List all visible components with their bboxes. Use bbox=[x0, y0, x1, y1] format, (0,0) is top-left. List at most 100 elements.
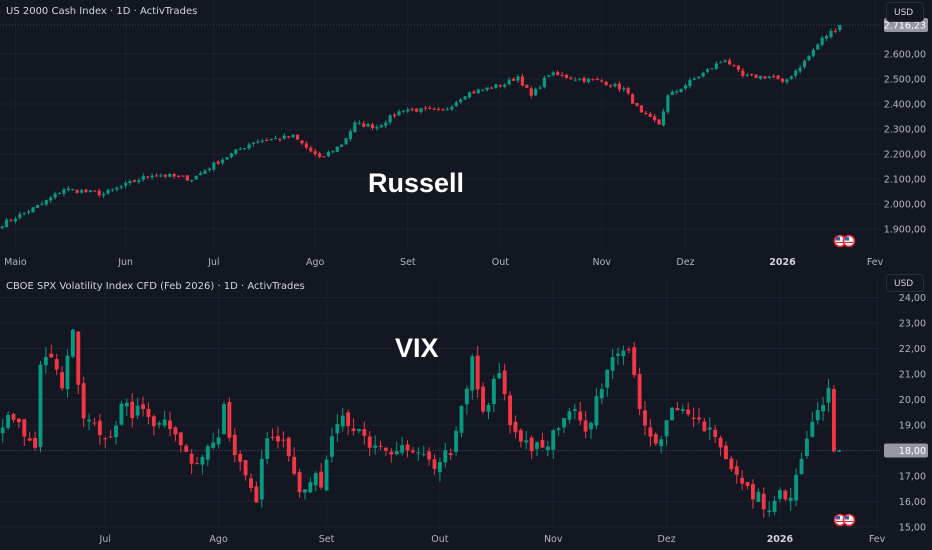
russell-candle-body bbox=[829, 30, 833, 38]
vix-candle-body bbox=[265, 438, 270, 459]
vix-candle-body bbox=[54, 359, 59, 370]
russell-candle-body bbox=[326, 152, 331, 157]
vix-candle-body bbox=[373, 445, 378, 448]
vix-candle-body bbox=[367, 436, 372, 448]
vix-candle-body bbox=[27, 438, 32, 441]
russell-candle-body bbox=[520, 76, 524, 86]
russell-y-tick-label: 1.900,00 bbox=[884, 225, 926, 236]
vix-candle-body bbox=[475, 355, 480, 390]
vix-candle-body bbox=[383, 447, 388, 451]
russell-candle-body bbox=[256, 141, 260, 143]
russell-candle-body bbox=[366, 123, 370, 127]
vix-candle-body bbox=[238, 453, 243, 462]
russell-candle-body bbox=[362, 123, 366, 127]
vix-currency-button[interactable]: USD bbox=[886, 274, 924, 292]
russell-candle-body bbox=[247, 144, 251, 149]
vix-candle-body bbox=[448, 453, 453, 456]
vix-candle-body bbox=[38, 364, 43, 448]
vix-candle-body bbox=[643, 410, 647, 426]
vix-x-tick-label: Set bbox=[319, 534, 335, 545]
vix-y-tick-label: 19,00 bbox=[899, 421, 926, 432]
russell-candle-body bbox=[807, 55, 811, 61]
vix-candle-body bbox=[697, 417, 701, 420]
russell-candle-body bbox=[62, 189, 66, 194]
vix-candle-body bbox=[626, 349, 631, 351]
vix-x-tick-label: Dez bbox=[658, 534, 676, 545]
russell-candle-body bbox=[441, 109, 445, 111]
russell-candle-body bbox=[639, 105, 644, 113]
russell-currency-button[interactable]: USD bbox=[886, 2, 924, 22]
russell-candle-body bbox=[635, 103, 639, 106]
russell-candle-body bbox=[683, 85, 688, 89]
vix-candle-body bbox=[405, 444, 410, 451]
russell-x-tick-label: 2026 bbox=[769, 257, 796, 268]
vix-candle-body bbox=[621, 350, 626, 357]
russell-candle-body bbox=[44, 200, 48, 205]
russell-candle-body bbox=[154, 175, 159, 177]
vix-candle-body bbox=[826, 387, 831, 403]
russell-x-tick-label: Set bbox=[400, 257, 416, 268]
vix-candle-body bbox=[297, 472, 302, 493]
vix-candle-body bbox=[761, 493, 766, 510]
vix-candle-body bbox=[189, 453, 194, 464]
russell-candle-body bbox=[494, 84, 498, 88]
russell-candle-body bbox=[794, 70, 798, 76]
russell-candle-body bbox=[234, 149, 238, 154]
vix-candle-body bbox=[400, 445, 405, 453]
russell-candle-body bbox=[128, 181, 132, 184]
russell-candle-body bbox=[727, 60, 732, 65]
vix-candle-body bbox=[680, 409, 685, 411]
russell-candle-body bbox=[710, 68, 714, 70]
russell-candle-body bbox=[251, 142, 256, 144]
vix-candle-body bbox=[216, 437, 221, 445]
vix-candle-body bbox=[464, 388, 469, 405]
russell-candle-body bbox=[445, 109, 450, 111]
vix-candle-body bbox=[205, 446, 210, 460]
russell-candle-body bbox=[736, 65, 740, 70]
russell-candle-body bbox=[97, 190, 101, 196]
russell-candle-body bbox=[838, 25, 842, 31]
russell-candle-body bbox=[392, 114, 397, 117]
vix-candle-body bbox=[686, 409, 691, 415]
russell-candle-body bbox=[732, 64, 736, 66]
vix-candle-body bbox=[734, 466, 739, 475]
vix-candle-body bbox=[437, 462, 442, 473]
russell-candle-body bbox=[657, 119, 661, 125]
vix-candle-body bbox=[114, 425, 118, 437]
vix-x-tick-label: Ago bbox=[209, 534, 228, 545]
vix-candle-body bbox=[92, 422, 97, 424]
russell-candle-body bbox=[243, 148, 247, 150]
vix-candle-body bbox=[702, 421, 707, 432]
russell-candle-body bbox=[661, 111, 666, 126]
russell-candle-body bbox=[507, 79, 511, 85]
vix-candle-body bbox=[599, 389, 604, 399]
russell-candle-body bbox=[758, 75, 763, 79]
vix-x-tick-label: Out bbox=[431, 534, 448, 545]
russell-candle-body bbox=[573, 79, 577, 81]
russell-y-tick-label: 2.100,00 bbox=[884, 175, 926, 186]
russell-candle-body bbox=[225, 157, 229, 160]
russell-candle-body bbox=[88, 190, 92, 193]
russell-candle-body bbox=[459, 99, 463, 103]
russell-y-tick-label: 2.300,00 bbox=[884, 125, 926, 136]
russell-candle-body bbox=[194, 175, 198, 180]
vix-candle-body bbox=[286, 437, 291, 457]
vix-candle-body bbox=[578, 411, 583, 421]
vix-y-tick-label: 17,00 bbox=[899, 472, 926, 483]
vix-candle-body bbox=[378, 445, 383, 447]
russell-candle-body bbox=[692, 78, 696, 80]
vix-candle-body bbox=[691, 417, 696, 419]
russell-candle-body bbox=[40, 203, 44, 205]
vix-candle-body bbox=[670, 407, 674, 421]
russell-x-tick-label: Jun bbox=[117, 257, 133, 268]
russell-candle-body bbox=[370, 124, 375, 129]
russell-candle-body bbox=[833, 30, 837, 32]
vix-candle-body bbox=[837, 450, 842, 452]
russell-candle-body bbox=[273, 138, 278, 140]
russell-candle-body bbox=[110, 189, 115, 191]
russell-x-tick-label: Nov bbox=[592, 257, 611, 268]
russell-chart-title: US 2000 Cash Index · 1D · ActivTrades bbox=[6, 6, 198, 17]
vix-candle-body bbox=[632, 347, 637, 376]
vix-candle-body bbox=[454, 430, 459, 452]
